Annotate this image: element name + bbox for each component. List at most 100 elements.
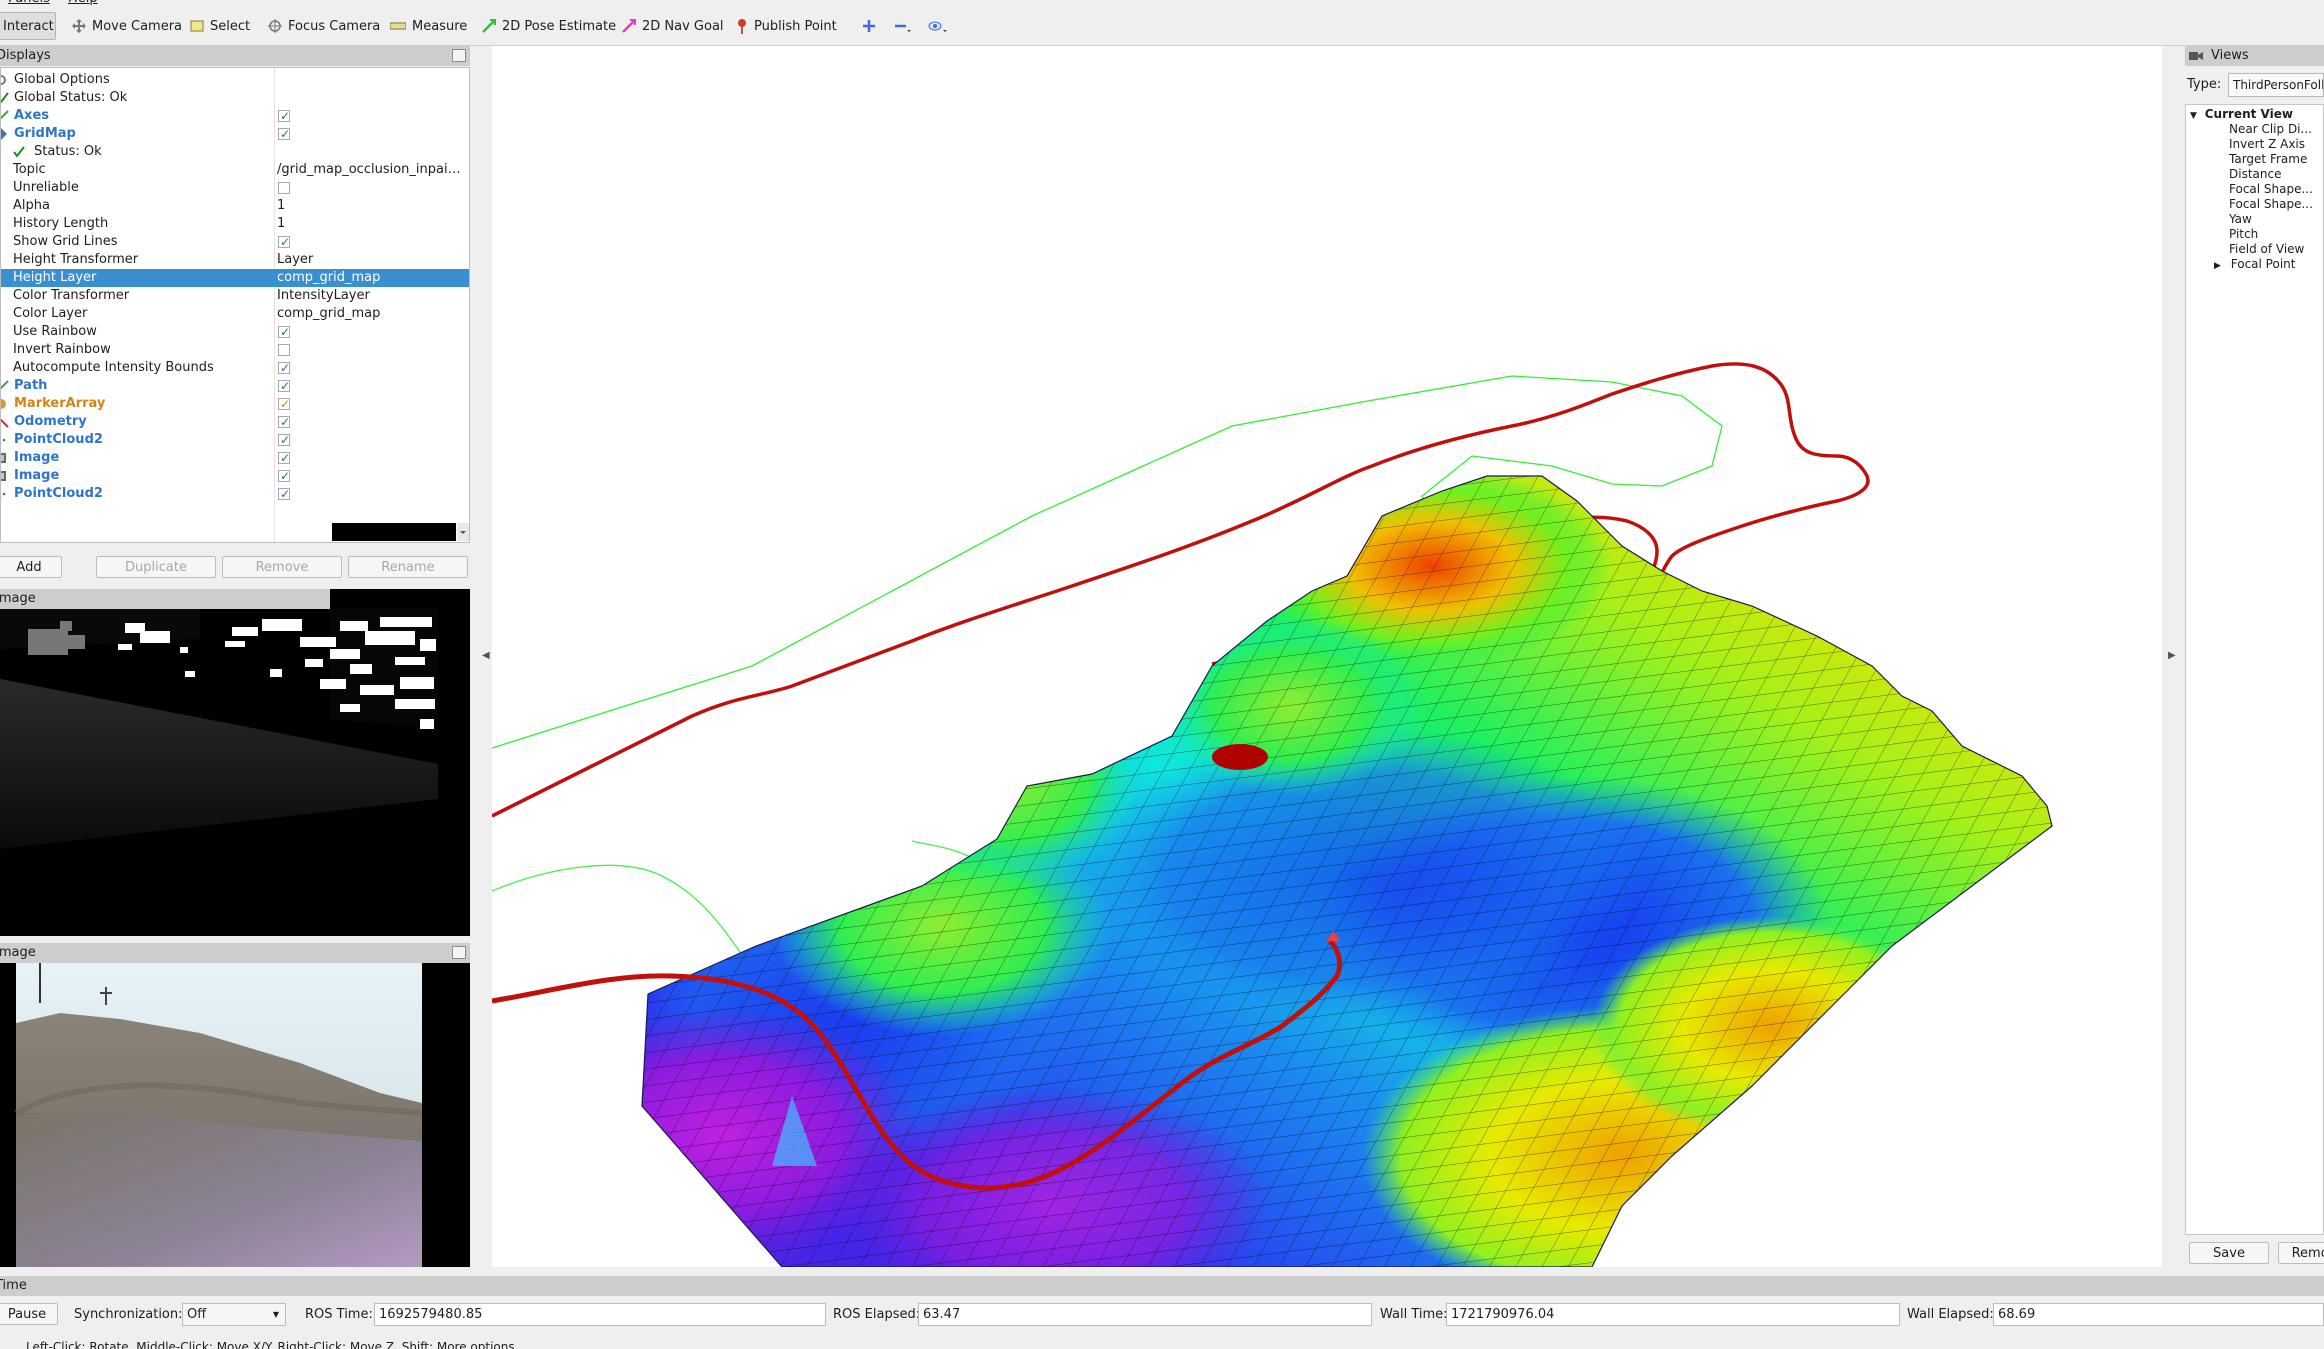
tree-row-path[interactable]: Path bbox=[1, 377, 453, 395]
tool-properties-button[interactable] bbox=[922, 12, 954, 40]
show-grid-lines-checkbox[interactable] bbox=[278, 233, 290, 251]
row-value[interactable]: /grid_map_occlusion_inpainti... bbox=[277, 162, 467, 177]
row-value[interactable]: 1 bbox=[277, 198, 286, 213]
nav-goal-tool-button[interactable]: 2D Nav Goal bbox=[616, 12, 730, 40]
publish-point-tool-button[interactable]: Publish Point bbox=[730, 12, 843, 40]
ros-elapsed-field[interactable]: 63.47 bbox=[918, 1303, 1372, 1326]
view-type-select[interactable]: ThirdPersonFollower bbox=[2228, 73, 2324, 97]
enable-checkbox[interactable] bbox=[278, 413, 290, 431]
view-prop-focal-shape-size[interactable]: Focal Shape... bbox=[2229, 182, 2313, 196]
tree-row-gridmap-status[interactable]: Status: Ok bbox=[1, 143, 453, 161]
tree-row-height-layer[interactable]: Height Layer comp_grid_map bbox=[1, 269, 469, 287]
wall-elapsed-field[interactable]: 68.69 bbox=[1993, 1303, 2324, 1326]
save-view-button[interactable]: Save bbox=[2189, 1242, 2269, 1264]
displays-tree[interactable]: Global Options Global Status: Ok Axes Gr… bbox=[0, 67, 470, 543]
tree-row-axes[interactable]: Axes bbox=[1, 107, 453, 125]
use-rainbow-checkbox[interactable] bbox=[278, 323, 290, 341]
current-view-row[interactable]: ▼ Current View bbox=[2190, 107, 2293, 122]
tree-row-image-2[interactable]: Image bbox=[1, 467, 453, 485]
row-value[interactable]: comp_grid_map bbox=[277, 306, 381, 321]
tree-row-invert-rainbow[interactable]: Invert Rainbow bbox=[1, 341, 453, 359]
tree-row-markerarray[interactable]: MarkerArray bbox=[1, 395, 453, 413]
autocompute-checkbox[interactable] bbox=[278, 359, 290, 377]
tree-overlay-block bbox=[332, 523, 456, 541]
enable-checkbox[interactable] bbox=[278, 449, 290, 467]
tree-row-pointcloud2[interactable]: PointCloud2 bbox=[1, 431, 453, 449]
add-tool-button[interactable] bbox=[856, 12, 882, 40]
tree-scroll-arrow[interactable] bbox=[457, 523, 469, 541]
pose-estimate-tool-button[interactable]: 2D Pose Estimate bbox=[476, 12, 622, 40]
enable-checkbox[interactable] bbox=[278, 107, 290, 125]
row-label: Use Rainbow bbox=[13, 324, 97, 339]
wall-time-field[interactable]: 1721790976.04 bbox=[1446, 1303, 1900, 1326]
view-prop-near-clip[interactable]: Near Clip Di... bbox=[2229, 122, 2312, 136]
sync-select[interactable]: Off ▼ bbox=[182, 1303, 286, 1326]
pause-button[interactable]: Pause bbox=[0, 1303, 58, 1325]
remove-display-button[interactable]: Remove bbox=[222, 556, 342, 578]
unreliable-checkbox[interactable] bbox=[278, 182, 290, 194]
views-tree[interactable]: ▼ Current View Near Clip Di... Invert Z … bbox=[2185, 104, 2324, 1235]
row-value[interactable]: comp_grid_map bbox=[277, 270, 381, 285]
duplicate-display-button[interactable]: Duplicate bbox=[96, 556, 216, 578]
menu-panels[interactable]: Panels bbox=[8, 0, 50, 6]
tree-row-autocompute-intensity[interactable]: Autocompute Intensity Bounds bbox=[1, 359, 453, 377]
left-splitter-arrow[interactable]: ◀ bbox=[482, 650, 490, 661]
enable-checkbox[interactable] bbox=[278, 395, 290, 413]
remove-tool-button[interactable] bbox=[888, 12, 918, 40]
row-value[interactable]: 1 bbox=[277, 216, 286, 231]
render-3d-view[interactable] bbox=[492, 46, 2162, 1267]
tree-row-image[interactable]: Image bbox=[1, 449, 453, 467]
view-prop-field-of-view[interactable]: Field of View bbox=[2229, 242, 2305, 256]
pink-arrow-icon bbox=[622, 19, 636, 33]
tree-row-odometry[interactable]: Odometry bbox=[1, 413, 453, 431]
tree-row-show-grid-lines[interactable]: Show Grid Lines bbox=[1, 233, 453, 251]
row-label: Show Grid Lines bbox=[13, 234, 118, 249]
view-prop-pitch[interactable]: Pitch bbox=[2229, 227, 2259, 241]
tree-row-color-transformer[interactable]: Color Transformer IntensityLayer bbox=[1, 287, 453, 305]
tree-row-height-transformer[interactable]: Height Transformer Layer bbox=[1, 251, 453, 269]
column-separator bbox=[274, 68, 275, 542]
row-value[interactable]: IntensityLayer bbox=[277, 288, 370, 303]
view-prop-target-frame[interactable]: Target Frame bbox=[2229, 152, 2308, 166]
undock-button[interactable] bbox=[452, 49, 466, 62]
depth-image bbox=[0, 609, 470, 936]
row-value[interactable]: Layer bbox=[277, 252, 314, 267]
view-prop-invert-z[interactable]: Invert Z Axis bbox=[2229, 137, 2306, 151]
interact-tool-button[interactable]: Interact bbox=[0, 12, 56, 40]
view-prop-yaw[interactable]: Yaw bbox=[2229, 212, 2252, 226]
view-prop-focal-shape-fixed[interactable]: Focal Shape... bbox=[2229, 197, 2313, 211]
tree-row-gridmap[interactable]: GridMap bbox=[1, 125, 453, 143]
enable-checkbox[interactable] bbox=[278, 431, 290, 449]
focus-camera-tool-button[interactable]: Focus Camera bbox=[262, 12, 386, 40]
tree-row-history-length[interactable]: History Length 1 bbox=[1, 215, 453, 233]
camera-image-view bbox=[0, 963, 470, 1267]
view-prop-focal-point-row[interactable]: ▶ Focal Point bbox=[2214, 257, 2295, 272]
tree-row-global-status[interactable]: Global Status: Ok bbox=[1, 89, 453, 107]
select-tool-button[interactable]: Select bbox=[184, 12, 256, 40]
image-panel-1-title: Image bbox=[0, 589, 330, 609]
tree-row-global-options[interactable]: Global Options bbox=[1, 71, 453, 89]
enable-checkbox[interactable] bbox=[278, 467, 290, 485]
menu-help[interactable]: Help bbox=[68, 0, 98, 6]
enable-checkbox[interactable] bbox=[278, 485, 290, 503]
invert-rainbow-checkbox[interactable] bbox=[278, 344, 290, 356]
tree-row-pointcloud2-2[interactable]: PointCloud2 bbox=[1, 485, 453, 503]
tree-row-alpha[interactable]: Alpha 1 bbox=[1, 197, 453, 215]
tree-row-unreliable[interactable]: Unreliable bbox=[1, 179, 453, 197]
undock-button[interactable] bbox=[452, 946, 466, 959]
ros-time-field[interactable]: 1692579480.85 bbox=[374, 1303, 826, 1326]
enable-checkbox[interactable] bbox=[278, 125, 290, 143]
add-display-button[interactable]: Add bbox=[0, 556, 62, 578]
tree-row-use-rainbow[interactable]: Use Rainbow bbox=[1, 323, 453, 341]
publish-point-label: Publish Point bbox=[754, 18, 837, 34]
measure-tool-button[interactable]: Measure bbox=[384, 12, 473, 40]
move-camera-tool-button[interactable]: Move Camera bbox=[66, 12, 188, 40]
views-panel-title: Views bbox=[2185, 46, 2324, 66]
enable-checkbox[interactable] bbox=[278, 377, 290, 395]
rename-display-button[interactable]: Rename bbox=[348, 556, 468, 578]
remove-view-button[interactable]: Remove bbox=[2278, 1242, 2324, 1264]
tree-row-color-layer[interactable]: Color Layer comp_grid_map bbox=[1, 305, 453, 323]
tree-row-topic[interactable]: Topic /grid_map_occlusion_inpainti... bbox=[1, 161, 467, 179]
view-prop-distance[interactable]: Distance bbox=[2229, 167, 2282, 181]
right-splitter-arrow[interactable]: ▶ bbox=[2168, 650, 2176, 661]
